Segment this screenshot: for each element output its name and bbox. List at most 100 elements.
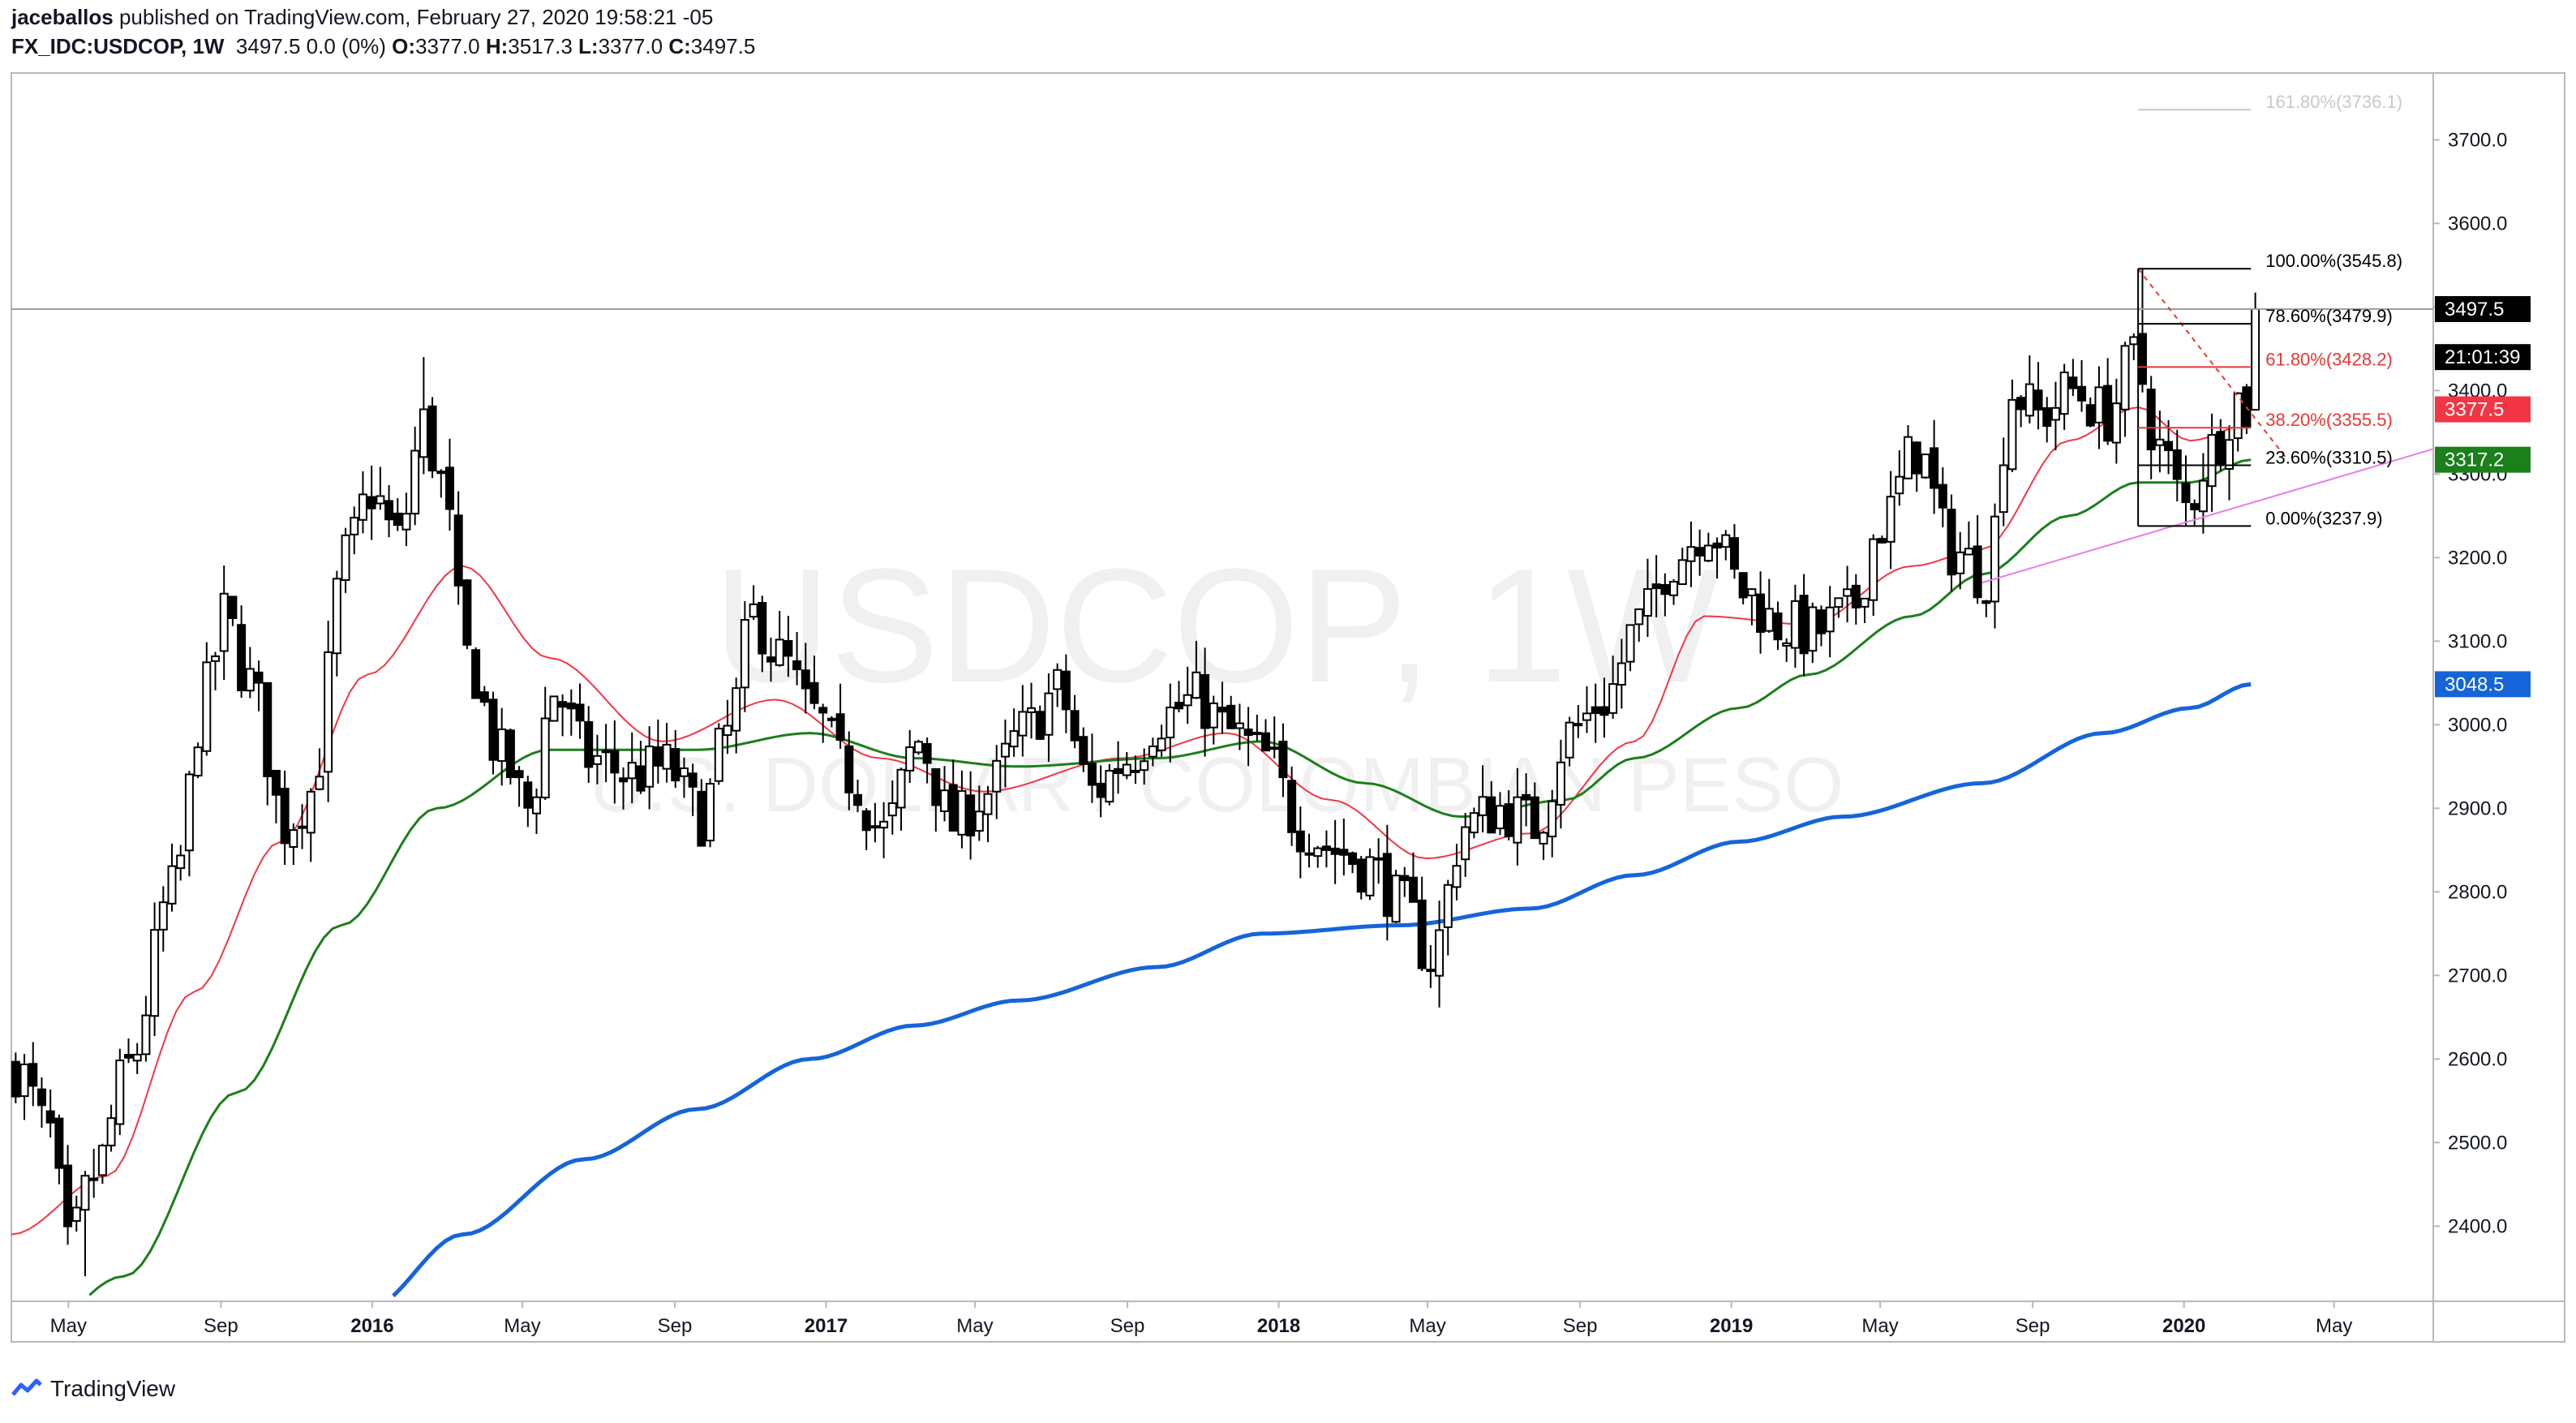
x-tick-label: Sep [2016,1315,2050,1337]
candle [306,788,316,862]
candle-body [1513,796,1522,844]
candle [1261,719,1271,752]
candle-body [558,701,568,708]
candle-body [1773,612,1783,641]
candle [471,647,481,699]
footer-brand-label[interactable]: TradingView [50,1376,176,1401]
candle-body [324,651,333,773]
candle-body [1669,581,1679,596]
candle-body [1834,597,1844,608]
candle [1877,535,1887,544]
candle-body [826,717,836,721]
candle [1808,602,1818,664]
candle [193,742,203,779]
candle [523,776,533,828]
x-tick-label: 2016 [350,1315,393,1337]
candle [784,615,793,677]
candle [1886,471,1896,570]
candle [592,734,602,785]
candle-body [957,789,967,836]
candle-body [2190,503,2200,510]
candle [488,691,498,775]
candle-body [11,1060,20,1098]
candle-body [341,534,350,581]
candle-body [1921,454,1930,479]
candle-body [2024,383,2034,417]
candle [697,779,706,847]
candle-body [948,784,958,832]
candle [1999,437,2008,527]
candle-body [2146,389,2156,451]
x-tick-label: Sep [204,1315,238,1337]
y-tick-label: 3700.0 [2448,129,2507,151]
candle-body [1738,572,1748,599]
candle [1226,695,1236,729]
candle-body [2007,398,2017,471]
candle-body [1912,441,1921,475]
fib-trend-dashed-line [2137,268,2286,458]
y-tick-label: 3200.0 [2448,547,2507,569]
candle [1608,656,1618,719]
candle [749,585,758,621]
candle-body [1053,669,1063,690]
candle [1591,683,1600,743]
chart-frame [11,72,2565,1343]
candle [671,729,680,789]
candle [584,706,594,783]
candle-body [2129,336,2139,346]
candle-body [1217,707,1227,713]
candle-body [758,601,767,655]
fib-level-label: 161.80%(3736.1) [2265,92,2402,112]
candle [106,1104,116,1152]
fib-level-label: 23.60%(3310.5) [2265,448,2393,468]
candle-body [1634,608,1644,626]
candle-body [913,741,923,754]
candle [1044,673,1054,763]
candle-body [471,649,481,699]
candle [1504,790,1513,840]
candle [1616,638,1626,709]
candle [2085,397,2095,428]
candle [1061,654,1071,733]
candle [271,769,281,823]
candle-body [679,767,689,777]
candle [1461,813,1470,877]
candle [957,770,967,849]
candle-body [245,668,255,692]
candle-body [1677,559,1687,586]
candle-body [1947,509,1956,576]
candle-body [1660,583,1670,595]
candle [1018,685,1028,757]
candle [150,902,160,1037]
candle-body [1487,796,1496,834]
candle [922,737,932,784]
candle-body [723,724,732,737]
candle-body [922,742,932,764]
y-tick-label: 2500.0 [2448,1132,2507,1154]
candle [2120,342,2130,437]
candle-body [1695,547,1705,557]
candle-body [1096,782,1106,798]
candle [1816,605,1826,647]
candle-body [123,1054,133,1059]
candle-body [861,810,871,832]
author-name[interactable]: jaceballos [11,5,114,29]
candle-body [1348,852,1358,866]
candle-body [2042,407,2052,428]
candle [28,1042,38,1107]
candle-body [1539,832,1548,845]
candle-body [1782,642,1792,647]
candle [2155,411,2165,473]
candle-body [1721,534,1731,548]
candle-body [1087,762,1097,786]
candle [887,780,897,835]
open-value: 3377.0 [415,34,480,58]
candle-body [2016,397,2026,411]
candle [2103,358,2113,445]
x-tick-label: 2020 [2162,1315,2205,1337]
x-tick-label: 2019 [1710,1315,1753,1337]
candle [2016,395,2026,428]
candle [688,763,698,816]
symbol-title[interactable]: FX_IDC:USDCOP, 1W [11,34,225,58]
